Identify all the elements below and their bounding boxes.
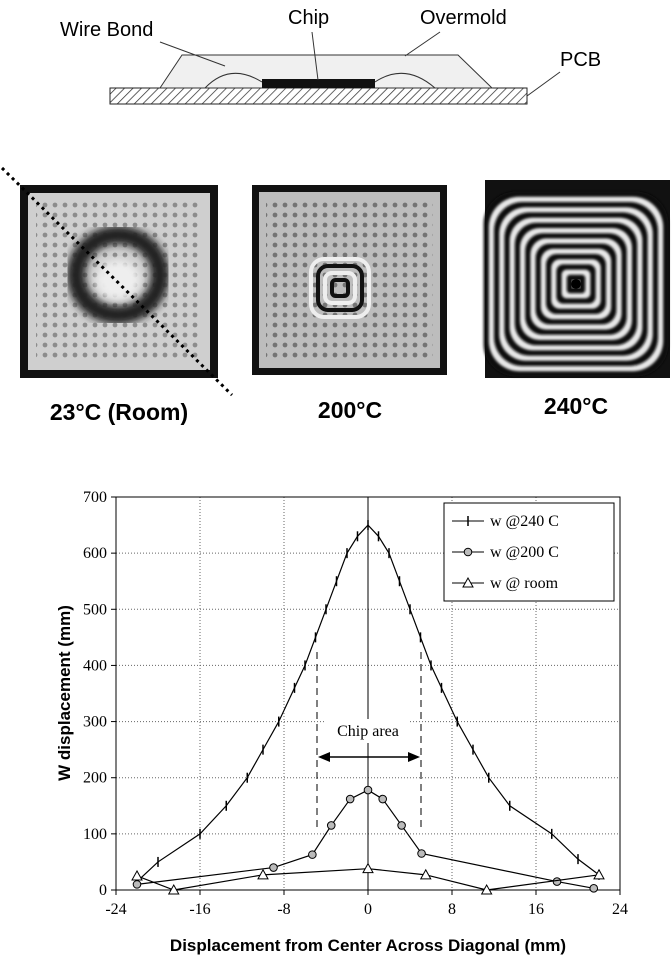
x-axis-label: Displacement from Center Across Diagonal…: [170, 936, 566, 955]
y-tick-label: 700: [83, 489, 107, 506]
y-tick-label: 400: [83, 657, 107, 674]
legend-label: w @200 C: [490, 544, 559, 561]
x-tick-label: -24: [105, 901, 126, 918]
image-caption: 240°C: [544, 393, 608, 419]
package-diagram: Wire Bond Chip Overmold PCB: [60, 7, 601, 104]
label: Chip: [288, 7, 329, 29]
marker: [553, 878, 561, 886]
chip: [262, 79, 375, 88]
arrow-head: [318, 752, 330, 762]
image-caption: 200°C: [318, 397, 382, 423]
x-tick-label: 24: [612, 901, 628, 918]
series-line: [137, 790, 594, 888]
marker: [309, 851, 317, 859]
fringe-image: [252, 185, 447, 375]
legend-label: w @240 C: [490, 513, 559, 530]
fringe-image: [484, 180, 670, 378]
y-tick-label: 200: [83, 770, 107, 787]
x-tick-label: -16: [189, 901, 210, 918]
page: Wire Bond Chip Overmold PCB 23°C (Room) …: [0, 0, 672, 961]
arrow-head: [408, 752, 420, 762]
image-caption: 23°C (Room): [50, 399, 188, 425]
marker: [132, 871, 142, 880]
legend-marker: [464, 548, 472, 556]
label: Overmold: [420, 7, 507, 29]
marker: [418, 850, 426, 858]
leader: [405, 32, 440, 56]
x-tick-label: -8: [277, 901, 290, 918]
y-tick-label: 100: [83, 826, 107, 843]
marker: [346, 795, 354, 803]
y-tick-label: 500: [83, 601, 107, 618]
marker: [133, 881, 141, 889]
y-axis-label: W displacement (mm): [55, 605, 74, 781]
label: PCB: [560, 49, 601, 71]
marker: [398, 822, 406, 830]
pcb: [110, 88, 527, 104]
legend-label: w @ room: [490, 575, 559, 592]
y-tick-label: 600: [83, 545, 107, 562]
x-tick-label: 16: [528, 901, 544, 918]
y-tick-label: 300: [83, 714, 107, 731]
marker: [363, 864, 373, 873]
figure: Wire Bond Chip Overmold PCB 23°C (Room) …: [0, 0, 672, 961]
marker: [590, 885, 598, 893]
y-tick-label: 0: [99, 882, 107, 899]
x-tick-label: 0: [364, 901, 372, 918]
marker: [270, 864, 278, 872]
x-tick-label: 8: [448, 901, 456, 918]
label: Wire Bond: [60, 19, 153, 41]
fringe-image: [2, 168, 232, 395]
marker: [327, 822, 335, 830]
leader: [527, 72, 560, 96]
chart: Displacement from Center Across Diagonal…: [55, 489, 628, 955]
marker: [379, 795, 387, 803]
fringe: [571, 279, 581, 289]
marker: [364, 786, 372, 794]
annotation: Chip area: [337, 723, 399, 740]
marker: [594, 870, 604, 879]
